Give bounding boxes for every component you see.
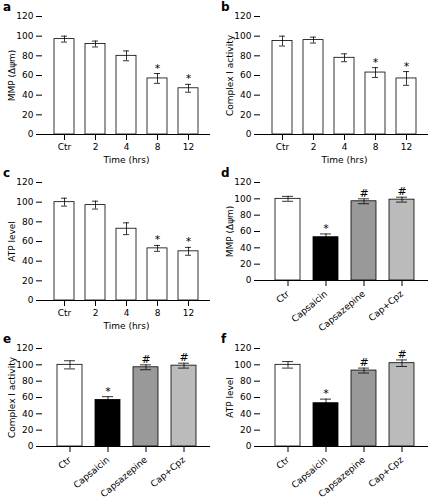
svg-text:20: 20	[240, 110, 252, 120]
svg-text:120: 120	[16, 343, 33, 353]
svg-text:Ctr: Ctr	[56, 454, 73, 471]
svg-text:#: #	[359, 356, 368, 369]
svg-text:20: 20	[22, 276, 34, 286]
svg-text:#: #	[179, 351, 188, 364]
svg-text:*: *	[373, 56, 379, 69]
svg-text:Ctr: Ctr	[276, 142, 290, 152]
svg-text:*: *	[323, 222, 329, 235]
svg-text:80: 80	[240, 51, 252, 61]
svg-text:100: 100	[234, 360, 251, 370]
svg-text:20: 20	[22, 110, 34, 120]
svg-text:Capsazepine: Capsazepine	[317, 288, 368, 332]
html-text:a: a	[3, 0, 12, 14]
svg-text:12: 12	[183, 142, 194, 152]
svg-text:Time (hrs): Time (hrs)	[102, 155, 149, 165]
svg-text:120: 120	[234, 11, 251, 21]
svg-text:100: 100	[16, 31, 33, 41]
svg-text:Complex I activity: Complex I activity	[225, 34, 235, 116]
svg-text:40: 40	[22, 409, 34, 419]
svg-text:0: 0	[246, 129, 252, 139]
svg-text:80: 80	[22, 376, 34, 386]
svg-text:Time (hrs): Time (hrs)	[320, 155, 367, 165]
svg-text:120: 120	[234, 177, 251, 187]
svg-text:Cap+Cpz: Cap+Cpz	[367, 454, 406, 489]
svg-text:8: 8	[155, 308, 161, 318]
svg-text:Ctr: Ctr	[274, 288, 291, 305]
svg-text:80: 80	[240, 210, 252, 220]
svg-text:40: 40	[240, 243, 252, 253]
svg-text:0: 0	[246, 275, 252, 285]
svg-text:MMP (Δψm): MMP (Δψm)	[7, 50, 17, 102]
svg-text:*: *	[186, 72, 192, 85]
svg-text:*: *	[155, 233, 161, 246]
svg-text:0: 0	[28, 295, 34, 305]
svg-text:*: *	[404, 60, 410, 73]
svg-text:Cap+Cpz: Cap+Cpz	[367, 288, 406, 323]
svg-text:0: 0	[246, 441, 252, 451]
svg-text:12: 12	[183, 308, 194, 318]
svg-text:Capsaicin: Capsaicin	[289, 454, 330, 491]
svg-text:0: 0	[28, 441, 34, 451]
svg-text:Capsazepine: Capsazepine	[99, 454, 150, 498]
svg-text:Complex I activity: Complex I activity	[7, 356, 17, 438]
svg-text:120: 120	[16, 11, 33, 21]
svg-text:4: 4	[124, 142, 130, 152]
svg-text:2: 2	[93, 308, 99, 318]
svg-text:8: 8	[373, 142, 379, 152]
html-text:f: f	[221, 332, 227, 346]
svg-text:20: 20	[240, 259, 252, 269]
html-text:c: c	[3, 166, 11, 180]
svg-text:60: 60	[240, 70, 252, 80]
svg-text:2: 2	[311, 142, 317, 152]
svg-text:60: 60	[22, 236, 34, 246]
svg-text:80: 80	[240, 376, 252, 386]
svg-text:120: 120	[16, 177, 33, 187]
svg-text:100: 100	[234, 31, 251, 41]
svg-text:Ctr: Ctr	[58, 142, 72, 152]
svg-text:Cap+Cpz: Cap+Cpz	[149, 454, 188, 489]
html-text:b: b	[221, 0, 230, 14]
svg-text:40: 40	[240, 90, 252, 100]
svg-text:100: 100	[16, 197, 33, 207]
svg-text:Ctr: Ctr	[58, 308, 72, 318]
svg-text:*: *	[155, 62, 161, 75]
svg-text:*: *	[105, 385, 111, 398]
svg-text:80: 80	[22, 51, 34, 61]
svg-text:120: 120	[234, 343, 251, 353]
svg-text:Capsazepine: Capsazepine	[317, 454, 368, 498]
svg-text:ATP level: ATP level	[7, 221, 17, 262]
svg-text:Time (hrs): Time (hrs)	[102, 321, 149, 331]
svg-text:Capsaicin: Capsaicin	[71, 454, 112, 491]
svg-text:100: 100	[234, 194, 251, 204]
svg-text:MMP (Δψm): MMP (Δψm)	[225, 206, 235, 258]
html-text:e: e	[3, 332, 12, 346]
svg-text:4: 4	[342, 142, 348, 152]
svg-text:40: 40	[22, 256, 34, 266]
svg-text:20: 20	[22, 425, 34, 435]
svg-text:40: 40	[240, 409, 252, 419]
svg-text:60: 60	[240, 226, 252, 236]
svg-text:80: 80	[22, 217, 34, 227]
svg-text:0: 0	[28, 129, 34, 139]
html-text:d: d	[221, 166, 230, 180]
svg-text:60: 60	[22, 392, 34, 402]
svg-text:Ctr: Ctr	[274, 454, 291, 471]
svg-text:4: 4	[124, 308, 130, 318]
svg-text:*: *	[323, 387, 329, 400]
svg-text:20: 20	[240, 425, 252, 435]
svg-text:40: 40	[22, 90, 34, 100]
svg-text:ATP level: ATP level	[225, 377, 235, 418]
svg-text:#: #	[141, 353, 150, 366]
svg-text:2: 2	[93, 142, 99, 152]
svg-text:#: #	[359, 187, 368, 200]
svg-text:*: *	[186, 235, 192, 248]
svg-text:#: #	[397, 348, 406, 361]
svg-text:12: 12	[401, 142, 412, 152]
svg-text:#: #	[397, 185, 406, 198]
svg-text:60: 60	[22, 70, 34, 80]
svg-text:8: 8	[155, 142, 161, 152]
svg-text:100: 100	[16, 360, 33, 370]
svg-text:60: 60	[240, 392, 252, 402]
svg-text:Capsaicin: Capsaicin	[289, 288, 330, 325]
